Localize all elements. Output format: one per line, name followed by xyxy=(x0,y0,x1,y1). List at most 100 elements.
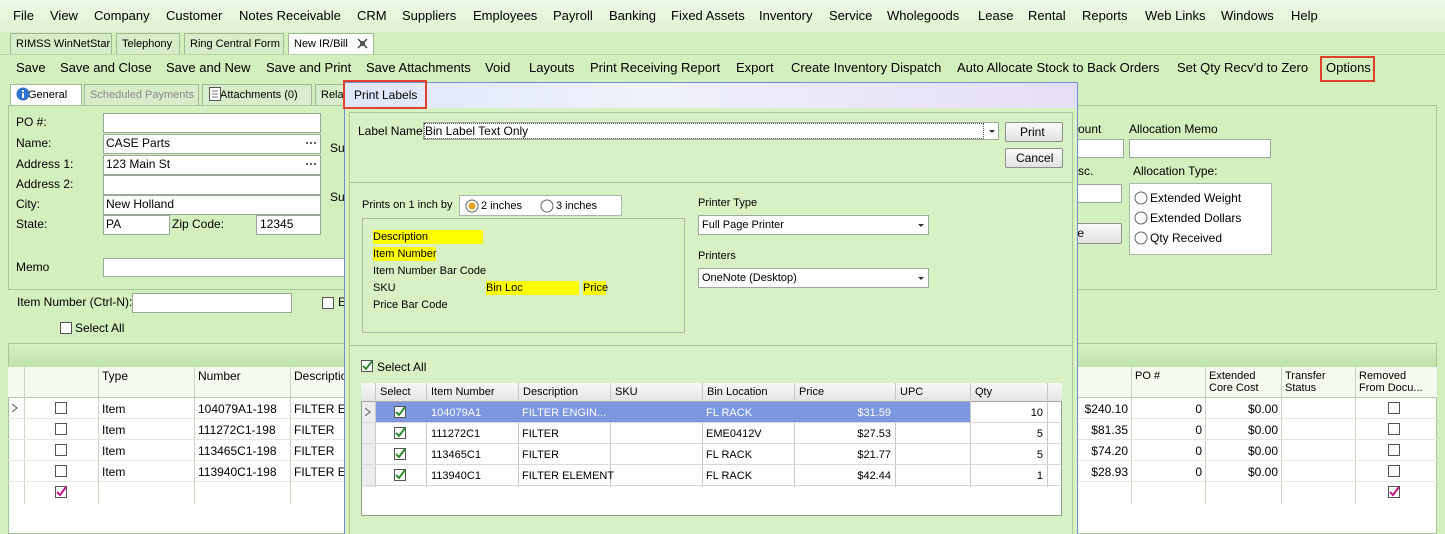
checkbox[interactable] xyxy=(55,486,68,499)
button[interactable] xyxy=(1005,148,1063,168)
checkbox[interactable] xyxy=(361,360,374,373)
checkbox[interactable] xyxy=(1388,465,1401,478)
lookup-dots[interactable] xyxy=(305,141,317,145)
column-header[interactable]: Price xyxy=(799,386,825,398)
column-header[interactable]: Item Number xyxy=(431,386,495,398)
form-tab-label[interactable]: Attachments (0) xyxy=(220,89,298,101)
checkbox[interactable] xyxy=(394,469,407,482)
menu-item[interactable]: Windows xyxy=(1221,8,1274,23)
text-input[interactable] xyxy=(103,258,363,277)
menu-item[interactable]: Employees xyxy=(473,8,538,23)
radio-button[interactable] xyxy=(1134,211,1148,225)
column-header[interactable]: Bin Location xyxy=(707,386,768,398)
checkbox[interactable] xyxy=(1388,486,1401,499)
menu-item[interactable]: Wholegoods xyxy=(887,8,960,23)
text-input[interactable] xyxy=(103,113,321,133)
toolbar-button[interactable]: Layouts xyxy=(529,60,575,75)
radio-label[interactable]: 3 inches xyxy=(556,200,597,212)
document-tab[interactable] xyxy=(116,33,180,54)
toolbar-button[interactable]: Export xyxy=(736,60,774,75)
document-tab[interactable] xyxy=(288,33,374,54)
column-header[interactable]: UPC xyxy=(900,386,924,398)
toolbar-button[interactable]: Set Qty Recv'd to Zero xyxy=(1177,60,1309,75)
menu-item[interactable]: Company xyxy=(94,8,150,23)
dropdown-arrow[interactable] xyxy=(989,129,997,135)
menu-item[interactable]: Service xyxy=(829,8,873,23)
text-input[interactable] xyxy=(1076,184,1122,203)
text-input[interactable] xyxy=(698,268,929,288)
menu-item[interactable]: Reports xyxy=(1082,8,1128,23)
column-header[interactable]: Select xyxy=(380,386,411,398)
toolbar-button[interactable]: Save xyxy=(16,60,46,75)
column-header[interactable]: Description xyxy=(523,386,579,398)
column-header[interactable]: Transfer Status xyxy=(1285,370,1326,394)
button[interactable] xyxy=(1005,122,1063,142)
toolbar-button[interactable]: Auto Allocate Stock to Back Orders xyxy=(957,60,1160,75)
menu-item[interactable]: Help xyxy=(1291,8,1318,23)
radio-button[interactable] xyxy=(1134,191,1148,205)
toolbar-button[interactable]: Save and Close xyxy=(60,60,152,75)
document-tab-label[interactable]: RIMSS WinNetStar xyxy=(16,38,111,50)
radio-label[interactable]: Extended Weight xyxy=(1150,191,1242,205)
checkbox[interactable] xyxy=(55,423,68,436)
menu-item[interactable]: Lease xyxy=(978,8,1014,23)
column-header[interactable]: Number xyxy=(198,369,241,383)
checkbox[interactable] xyxy=(394,448,407,461)
text-input[interactable] xyxy=(698,215,929,235)
toolbar-button[interactable]: Save and New xyxy=(166,60,251,75)
menu-item[interactable]: Inventory xyxy=(759,8,813,23)
menu-item[interactable]: Banking xyxy=(609,8,656,23)
menu-item[interactable]: CRM xyxy=(357,8,387,23)
toolbar-button[interactable]: Save and Print xyxy=(266,60,352,75)
checkbox-label[interactable]: Select All xyxy=(75,321,125,335)
form-tab-label[interactable]: General xyxy=(28,89,68,101)
checkbox[interactable] xyxy=(1388,402,1401,415)
checkbox[interactable] xyxy=(55,444,68,457)
menu-item[interactable]: Customer xyxy=(166,8,223,23)
document-tab[interactable] xyxy=(184,33,284,54)
column-header[interactable]: Removed From Docu... xyxy=(1359,370,1423,394)
document-tab-label[interactable]: Telephony xyxy=(122,38,173,50)
toolbar-button[interactable]: Create Inventory Dispatch xyxy=(791,60,942,75)
column-header[interactable]: Type xyxy=(102,369,129,383)
toolbar-button[interactable]: Save Attachments xyxy=(366,60,471,75)
checkbox[interactable] xyxy=(55,402,68,415)
checkbox[interactable] xyxy=(394,406,407,419)
column-header[interactable]: PO # xyxy=(1135,370,1161,382)
menu-item[interactable]: Notes Receivable xyxy=(239,8,341,23)
checkbox-label[interactable]: Select All xyxy=(377,360,427,374)
text-input[interactable] xyxy=(103,175,321,195)
checkbox[interactable] xyxy=(394,427,407,440)
dropdown-arrow[interactable] xyxy=(918,276,926,282)
text-input[interactable] xyxy=(1076,139,1124,158)
radio-label[interactable]: Qty Received xyxy=(1150,231,1223,245)
menu-item[interactable]: Fixed Assets xyxy=(671,8,745,23)
document-tab[interactable] xyxy=(10,33,112,54)
radio-button[interactable] xyxy=(1134,231,1148,245)
form-tab-label[interactable]: Scheduled Payments xyxy=(90,89,194,101)
toolbar-button[interactable]: Options xyxy=(1326,60,1371,75)
button-label[interactable]: Print xyxy=(1020,125,1045,139)
document-tab-label[interactable]: New IR/Bill xyxy=(294,38,348,50)
text-input[interactable] xyxy=(103,195,321,215)
menu-item[interactable]: Payroll xyxy=(553,8,593,23)
menu-item[interactable]: Web Links xyxy=(1145,8,1206,23)
text-input[interactable] xyxy=(1129,139,1271,158)
form-tab[interactable] xyxy=(84,84,199,106)
column-header[interactable]: SKU xyxy=(615,386,638,398)
text-input[interactable] xyxy=(103,215,170,235)
radio-label[interactable]: 2 inches xyxy=(481,200,522,212)
toolbar-button[interactable]: Print Receiving Report xyxy=(590,60,721,75)
dropdown-arrow[interactable] xyxy=(918,223,926,229)
text-input[interactable] xyxy=(256,215,321,235)
menu-item[interactable]: View xyxy=(50,8,78,23)
checkbox[interactable] xyxy=(60,322,73,335)
checkbox[interactable] xyxy=(1388,423,1401,436)
document-tab-label[interactable]: Ring Central Form xyxy=(190,38,280,50)
lookup-dots[interactable] xyxy=(305,162,317,166)
radio-label[interactable]: Extended Dollars xyxy=(1150,211,1242,225)
menu-item[interactable]: Rental xyxy=(1028,8,1066,23)
text-input[interactable] xyxy=(132,293,292,313)
checkbox[interactable] xyxy=(1388,444,1401,457)
button-label[interactable]: Cancel xyxy=(1016,151,1054,165)
